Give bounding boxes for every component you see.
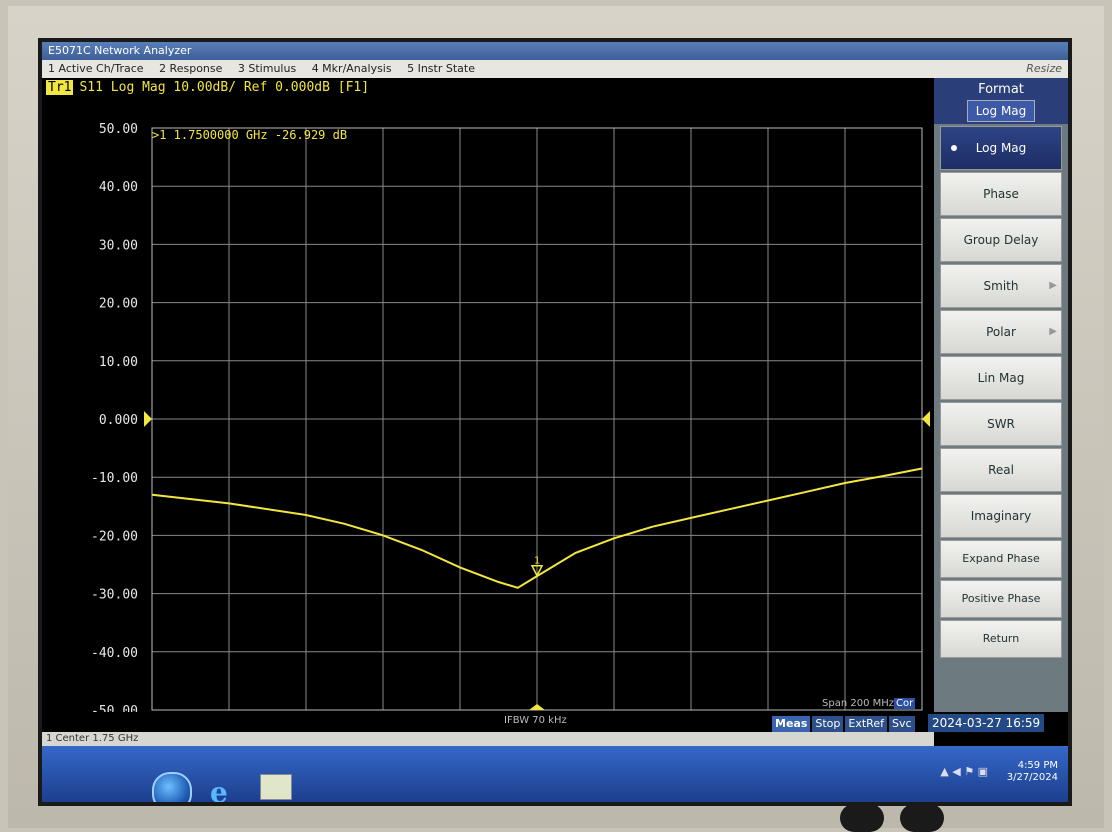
softkey-log-mag-label: Log Mag [975,141,1027,155]
trace-badge[interactable]: Tr1 [46,80,74,95]
menu-instr-state[interactable]: 5 Instr State [407,62,475,75]
center-frequency: 1 Center 1.75 GHz [46,733,139,744]
tray-time: 4:59 PM [1017,760,1058,771]
softkey-positive-phase-label: Positive Phase [961,592,1041,605]
softkey-group-delay[interactable]: Group Delay [940,218,1062,262]
s11-chart: 50.00 40.00 30.00 20.00 10.00 0.000 -10.00 -20.… [91,122,930,712]
taskbar: e ▲ ◀ ⚑ ▣ 4:59 PM 3/27/2024 [42,746,1068,802]
marker-readout: >1 1.7500000 GHz -26.929 dB [152,128,348,142]
marker-icon [530,564,544,578]
submenu-arrow-icon: ▶ [1049,326,1057,337]
softkey-expand-phase-label: Expand Phase [962,552,1040,565]
resize-button[interactable]: Resize [1026,62,1062,75]
softkey-polar[interactable]: Polar ▶ [940,310,1062,354]
y-tick-label: -40.00 [91,646,138,661]
softkey-real[interactable]: Real [940,448,1062,492]
menu-active-ch-trace[interactable]: 1 Active Ch/Trace [48,62,144,75]
knob-right[interactable] [900,804,944,832]
y-tick-label: 20.00 [99,297,138,312]
trace-header: Tr1 S11 Log Mag 10.00dB/ Ref 0.000dB [F1] [46,80,369,95]
y-tick-label: 30.00 [99,238,138,253]
y-tick-label: 40.00 [99,180,138,195]
softkey-log-mag[interactable]: Log Mag [940,126,1062,170]
softkey-header: Format Log Mag [934,78,1068,124]
softkey-expand-phase[interactable]: Expand Phase [940,540,1062,578]
menu-mkr-analysis[interactable]: 4 Mkr/Analysis [311,62,392,75]
menu-response[interactable]: 2 Response [159,62,223,75]
knob-left[interactable] [840,804,884,832]
front-panel-knobs [840,800,960,832]
softkey-current-format: Log Mag [966,100,1036,122]
channel-status-bar: 1 Center 1.75 GHz [42,732,934,746]
analyzer-screen: E5071C Network Analyzer 1 Active Ch/Trac… [38,38,1072,806]
y-tick-label: -10.00 [91,471,138,486]
softkey-return-label: Return [982,632,1020,645]
softkey-lin-mag[interactable]: Lin Mag [940,356,1062,400]
stop-status[interactable]: Stop [812,716,844,732]
y-tick-label: -30.00 [91,588,138,603]
softkey-imaginary[interactable]: Imaginary [940,494,1062,538]
tray-icons[interactable]: ▲ ◀ ⚑ ▣ [940,765,988,778]
y-tick-label: 10.00 [99,355,138,370]
span-label: Span 200 MHz [822,698,895,709]
y-tick-label: 50.00 [99,122,138,137]
internet-explorer-icon[interactable]: e [210,776,228,806]
system-tray: ▲ ◀ ⚑ ▣ 4:59 PM 3/27/2024 [940,760,1058,784]
ifbw-label: IFBW 70 kHz [504,715,567,726]
softkey-real-label: Real [988,463,1014,477]
status-buttons: Meas Stop ExtRef Svc [772,716,915,732]
softkey-positive-phase[interactable]: Positive Phase [940,580,1062,618]
softkey-smith-label: Smith [983,279,1019,293]
menu-bar: 1 Active Ch/Trace 2 Response 3 Stimulus … [42,60,1068,78]
window-title: E5071C Network Analyzer [42,42,1068,60]
softkey-title: Format [978,82,1024,97]
svc-status[interactable]: Svc [888,716,915,732]
y-tick-label: -20.00 [91,529,138,544]
extref-status[interactable]: ExtRef [845,716,887,732]
softkey-panel: Format Log Mag Log Mag Phase Group Delay… [934,78,1068,712]
marker-label: 1 [534,556,540,567]
instrument-datetime: 2024-03-27 16:59 [928,714,1045,732]
analyzer-app-icon[interactable] [260,774,292,800]
softkey-smith[interactable]: Smith ▶ [940,264,1062,308]
menu-stimulus[interactable]: 3 Stimulus [237,62,297,75]
softkey-swr-label: SWR [987,417,1015,431]
status-row: IFBW 70 kHz Span 200 MHz Cor [42,698,934,732]
softkey-imaginary-label: Imaginary [970,509,1032,523]
selected-dot-icon [951,145,957,151]
tray-date: 3/27/2024 [1006,772,1058,783]
softkey-return[interactable]: Return [940,620,1062,658]
cor-badge: Cor [894,698,916,709]
trace-line [151,467,923,589]
submenu-arrow-icon: ▶ [1049,280,1057,291]
softkey-phase-label: Phase [983,187,1019,201]
plot-area: 50.00 40.00 30.00 20.00 10.00 0.000 -10.00 -20.… [42,78,934,712]
softkey-phase[interactable]: Phase [940,172,1062,216]
y-tick-label: -50.00 [91,704,138,712]
ref-level-right-icon [922,411,930,427]
softkey-group-delay-label: Group Delay [963,233,1039,247]
center-frequency-icon [529,704,545,710]
meas-status[interactable]: Meas [772,716,811,732]
ref-level-left-icon [144,411,152,427]
trace-header-text: S11 Log Mag 10.00dB/ Ref 0.000dB [F1] [79,80,370,95]
softkey-swr[interactable]: SWR [940,402,1062,446]
softkey-polar-label: Polar [986,325,1016,339]
softkey-lin-mag-label: Lin Mag [977,371,1025,385]
y-tick-label: 0.000 [99,413,138,428]
start-button[interactable] [152,772,192,802]
